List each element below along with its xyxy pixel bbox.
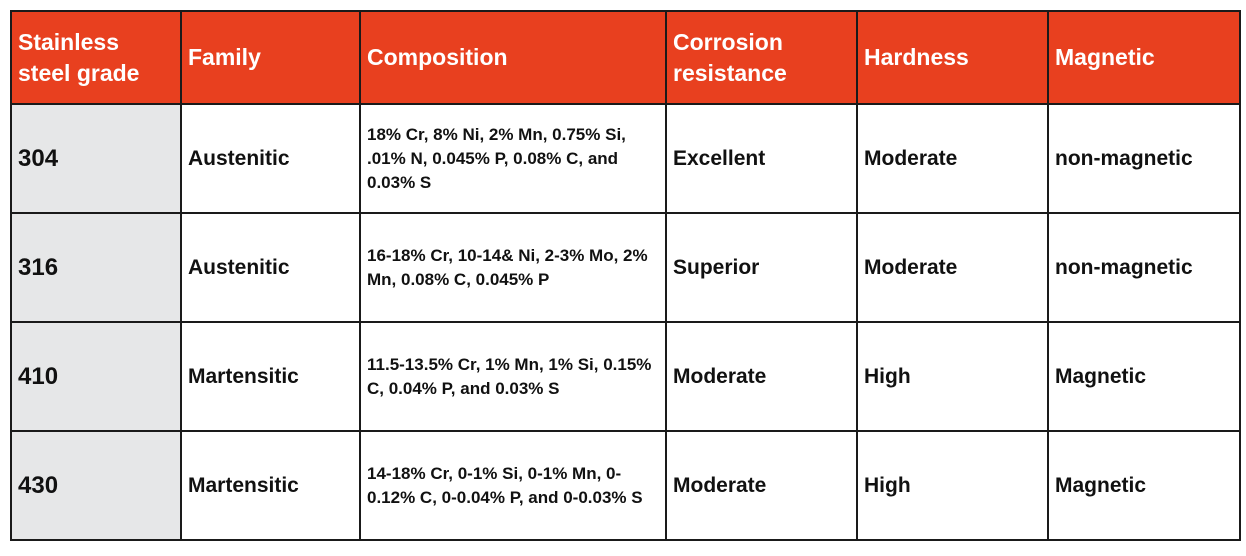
- stainless-steel-table: Stainless steel grade Family Composition…: [10, 10, 1241, 541]
- cell-hardness: High: [856, 430, 1049, 541]
- header-row: Stainless steel grade Family Composition…: [10, 10, 1241, 105]
- cell-magnetic: non-magnetic: [1047, 103, 1241, 214]
- cell-composition: 11.5-13.5% Cr, 1% Mn, 1% Si, 0.15% C, 0.…: [359, 321, 667, 432]
- table-row: 316 Austenitic 16-18% Cr, 10-14& Ni, 2-3…: [10, 212, 1241, 323]
- cell-hardness: High: [856, 321, 1049, 432]
- cell-magnetic: Magnetic: [1047, 430, 1241, 541]
- cell-grade: 430: [10, 430, 182, 541]
- table-row: 304 Austenitic 18% Cr, 8% Ni, 2% Mn, 0.7…: [10, 103, 1241, 214]
- table-row: 410 Martensitic 11.5-13.5% Cr, 1% Mn, 1%…: [10, 321, 1241, 432]
- cell-corrosion: Superior: [665, 212, 858, 323]
- table-row: 430 Martensitic 14-18% Cr, 0-1% Si, 0-1%…: [10, 430, 1241, 541]
- cell-corrosion: Excellent: [665, 103, 858, 214]
- cell-composition: 14-18% Cr, 0-1% Si, 0-1% Mn, 0-0.12% C, …: [359, 430, 667, 541]
- cell-hardness: Moderate: [856, 103, 1049, 214]
- cell-family: Austenitic: [180, 103, 361, 214]
- cell-grade: 316: [10, 212, 182, 323]
- cell-grade: 410: [10, 321, 182, 432]
- header-magnetic: Magnetic: [1047, 10, 1241, 105]
- cell-family: Martensitic: [180, 430, 361, 541]
- cell-corrosion: Moderate: [665, 321, 858, 432]
- header-family: Family: [180, 10, 361, 105]
- header-composition: Composition: [359, 10, 667, 105]
- cell-magnetic: Magnetic: [1047, 321, 1241, 432]
- cell-magnetic: non-magnetic: [1047, 212, 1241, 323]
- cell-family: Austenitic: [180, 212, 361, 323]
- cell-hardness: Moderate: [856, 212, 1049, 323]
- cell-composition: 16-18% Cr, 10-14& Ni, 2-3% Mo, 2% Mn, 0.…: [359, 212, 667, 323]
- cell-family: Martensitic: [180, 321, 361, 432]
- cell-corrosion: Moderate: [665, 430, 858, 541]
- header-hardness: Hardness: [856, 10, 1049, 105]
- header-grade: Stainless steel grade: [10, 10, 182, 105]
- header-corrosion: Corrosion resistance: [665, 10, 858, 105]
- cell-composition: 18% Cr, 8% Ni, 2% Mn, 0.75% Si, .01% N, …: [359, 103, 667, 214]
- cell-grade: 304: [10, 103, 182, 214]
